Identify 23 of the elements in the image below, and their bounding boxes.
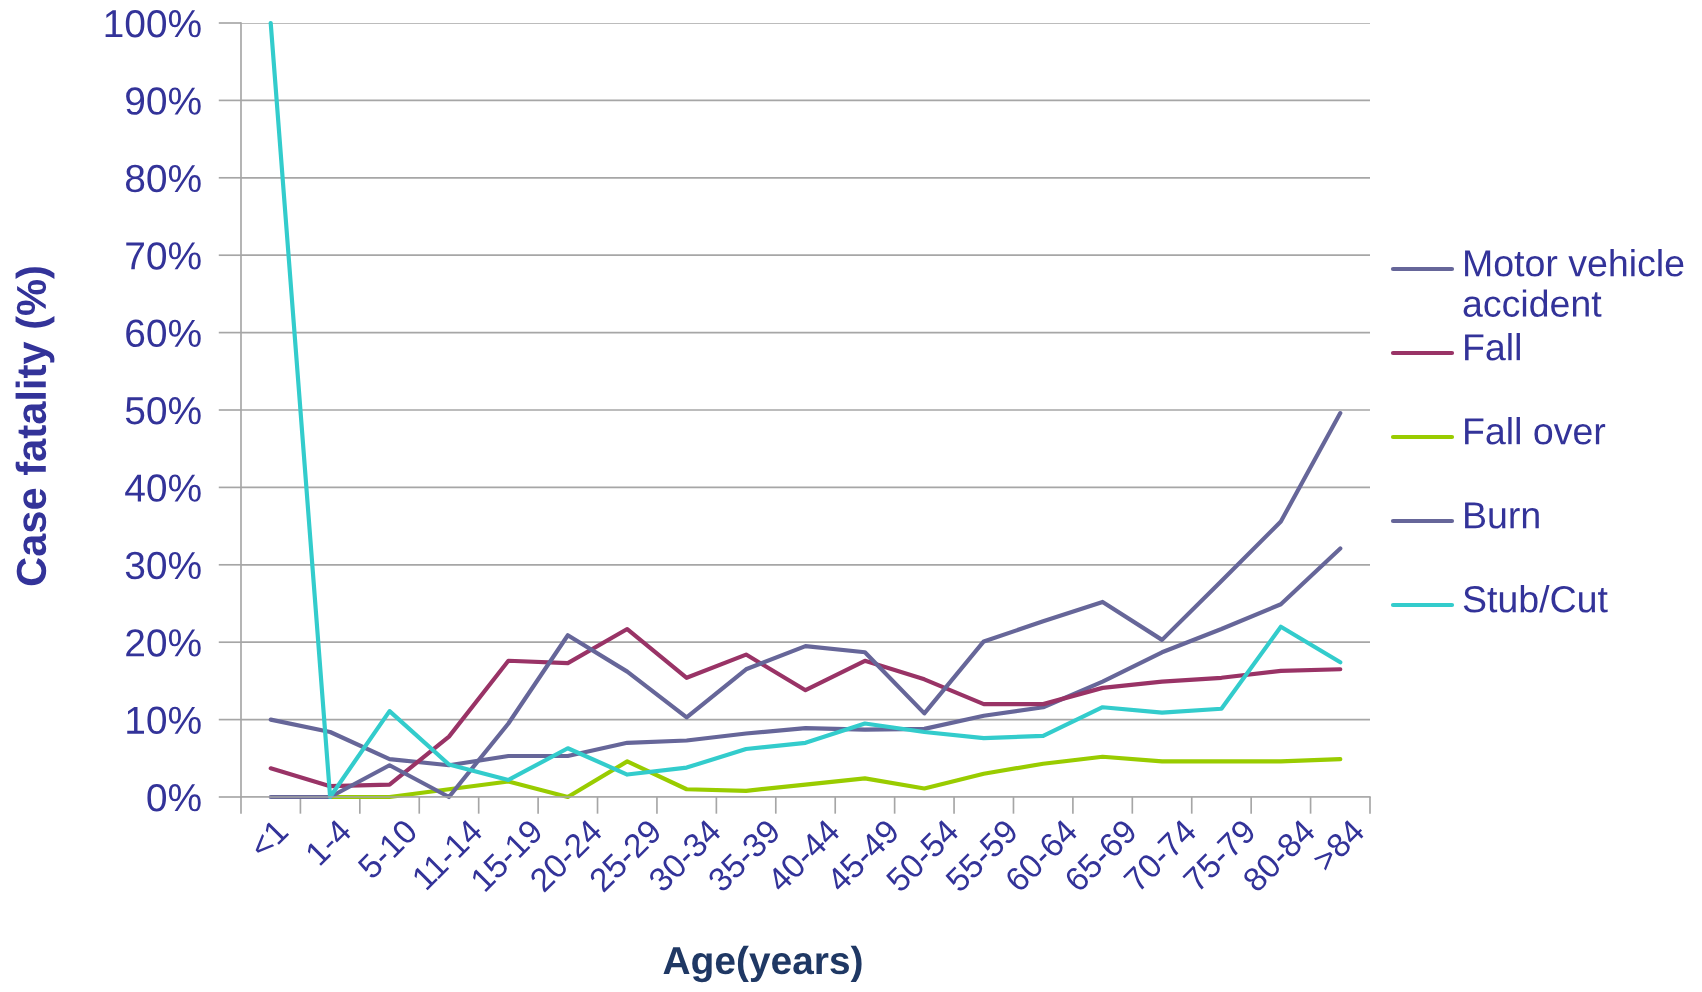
y-tick-label: 70% [126,242,201,270]
legend-label: Stub/Cut [1463,585,1608,613]
y-axis-title: Case fatality (%) [15,267,55,586]
x-tick-label: 1-4 [304,818,353,866]
legend-label: Fall over [1465,417,1606,445]
line-series [268,626,1343,789]
legend-label: Fall [1465,333,1520,361]
y-tick-label: 60% [126,319,201,348]
y-tick-label: 50% [125,396,201,425]
x-axis-title: Age(years) [663,945,862,983]
y-tick-label: 100% [105,9,201,38]
line-series [268,20,1343,800]
y-tick-label: 80% [125,164,201,193]
y-tick-label: 90% [126,87,201,115]
y-tick-label: 0% [147,783,201,812]
y-tick-label: 10% [127,706,201,735]
y-tick-label: 30% [125,551,201,580]
y-tick-label: 20% [126,629,201,657]
y-tick-label: 40% [125,474,201,502]
x-tick-label: <1 [248,818,290,860]
legend-label: Motor vehicle accident [1463,249,1684,317]
legend-label: Burn [1465,502,1539,529]
line-series [268,411,1343,800]
